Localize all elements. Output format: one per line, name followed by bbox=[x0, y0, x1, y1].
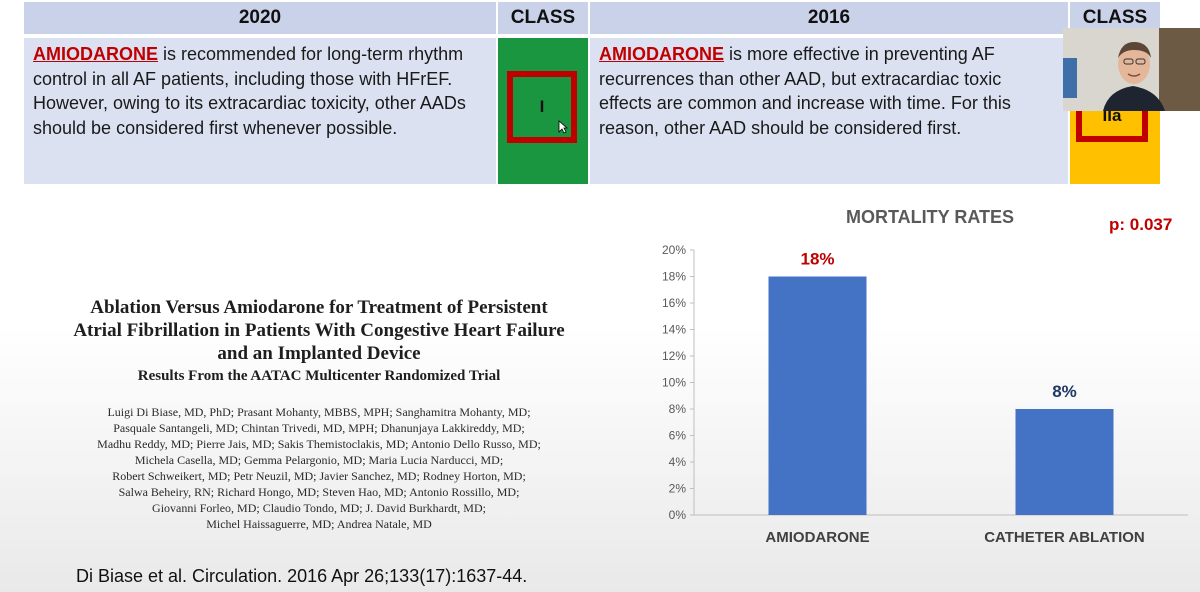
y-tick-label: 18% bbox=[662, 270, 686, 284]
x-category-label: CATHETER ABLATION bbox=[984, 529, 1145, 546]
y-tick-label: 4% bbox=[669, 455, 687, 469]
y-tick-label: 0% bbox=[669, 508, 687, 522]
bar-data-label: 8% bbox=[1052, 382, 1077, 401]
recommendation-2020: AMIODARONE is recommended for long-term … bbox=[24, 38, 496, 184]
header-2020: 2020 bbox=[24, 2, 496, 34]
header-class-2020: CLASS bbox=[498, 2, 588, 34]
y-tick-label: 10% bbox=[662, 376, 686, 390]
chart-title: MORTALITY RATES bbox=[846, 207, 1014, 227]
presenter-video-icon bbox=[1063, 28, 1200, 111]
y-tick-label: 14% bbox=[662, 323, 686, 337]
y-tick-label: 16% bbox=[662, 296, 686, 310]
p-value-annotation: p: 0.037 bbox=[1109, 215, 1173, 234]
recommendation-table: 2020 CLASS 2016 CLASS AMIODARONE is reco… bbox=[24, 2, 1160, 184]
header-2016: 2016 bbox=[590, 2, 1068, 34]
y-tick-label: 20% bbox=[662, 243, 686, 257]
bar-data-label: 18% bbox=[800, 250, 834, 269]
bar bbox=[1015, 409, 1114, 515]
paper-subtitle: Results From the AATAC Multicenter Rando… bbox=[137, 368, 501, 384]
class-cell-2020: I bbox=[498, 38, 588, 184]
mouse-cursor-icon bbox=[558, 120, 568, 134]
y-tick-label: 2% bbox=[669, 482, 687, 496]
presenter-webcam bbox=[1063, 28, 1200, 111]
drug-name-2020: AMIODARONE bbox=[33, 44, 158, 64]
class-badge-2020: I bbox=[507, 71, 577, 143]
y-tick-label: 12% bbox=[662, 349, 686, 363]
citation: Di Biase et al. Circulation. 2016 Apr 26… bbox=[76, 566, 528, 586]
x-category-label: AMIODARONE bbox=[765, 529, 869, 546]
recommendation-2016: AMIODARONE is more effective in preventi… bbox=[590, 38, 1068, 184]
paper-authors: Luigi Di Biase, MD, PhD; Prasant Mohanty… bbox=[97, 405, 541, 531]
paper-title: Ablation Versus Amiodarone for Treatment… bbox=[73, 297, 565, 364]
y-tick-label: 8% bbox=[669, 402, 687, 416]
mortality-bar-chart: 0% 2% 4% 6% 8% 10% 12% 14% 16% 18% 20% 18% AMIODARON… bbox=[662, 243, 1188, 546]
y-tick-label: 6% bbox=[669, 429, 687, 443]
drug-name-2016: AMIODARONE bbox=[599, 44, 724, 64]
bar bbox=[768, 276, 867, 515]
